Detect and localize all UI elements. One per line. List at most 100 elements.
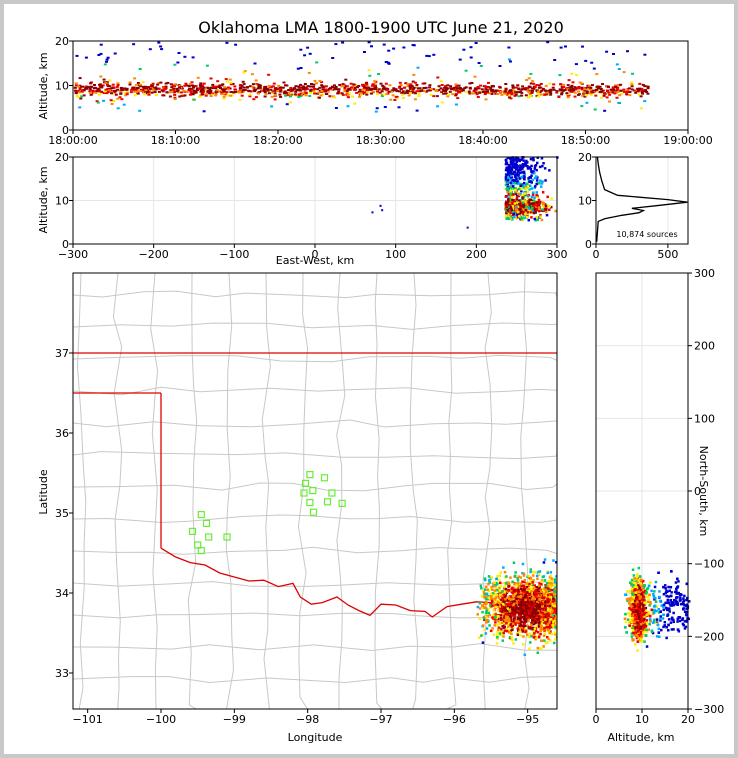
source-point [494,605,497,609]
source-point [284,91,288,94]
source-point [502,601,506,604]
source-point [552,583,556,586]
source-point [507,599,510,602]
source-point [496,603,500,606]
source-point [522,87,526,90]
source-point [337,88,341,91]
source-point [398,86,402,89]
source-point [432,95,436,98]
source-point [194,90,197,93]
source-point [541,616,545,619]
source-point [357,90,361,93]
source-point [320,90,324,92]
source-point [495,642,499,645]
source-point [511,620,514,624]
source-point [76,95,80,98]
time-height-ticks: 18:00:00 18:10:00 18:20:00 18:30:00 18:40:00… [48,35,712,147]
source-point [509,190,512,193]
source-point [521,171,524,174]
source-point [382,43,386,46]
source-point [509,198,513,202]
source-point [74,82,78,85]
source-point [515,177,518,181]
source-point [508,201,512,205]
source-point [106,56,110,59]
source-point [390,90,394,93]
source-point [484,606,488,610]
source-point [541,201,544,204]
source-point [509,605,512,609]
source-point [188,82,192,85]
source-point [504,162,508,166]
source-point [520,217,523,221]
source-point [225,80,229,83]
source-point [496,93,500,95]
source-point [512,186,516,190]
source-point [641,89,644,92]
source-point [214,91,218,94]
source-point [646,87,650,90]
source-point [506,185,509,188]
source-point [528,586,531,590]
source-point [639,583,642,586]
source-point [241,80,245,83]
source-point [603,109,607,112]
source-point [224,78,228,81]
county-line [187,273,198,709]
source-point [497,620,500,623]
source-point [527,186,530,189]
source-point [504,168,508,172]
source-point [264,85,268,88]
source-point [522,214,525,217]
source-point [547,92,551,95]
source-point [548,584,552,588]
source-point [529,176,532,179]
source-point [639,640,643,643]
source-point [297,96,301,98]
source-point [532,630,536,633]
source-point [507,581,510,584]
source-point [516,84,520,87]
source-point [529,577,533,580]
source-point [509,181,512,184]
source-point [517,158,520,161]
source-point [546,195,549,199]
source-point [375,93,379,96]
source-point [552,618,556,622]
source-point [524,190,528,194]
source-point [548,82,552,85]
source-point [531,618,535,622]
source-point [548,591,552,594]
source-point [156,83,160,86]
source-point [240,91,244,93]
time-axis-label: 19:00:00 [663,134,712,147]
source-point [526,609,530,612]
source-point [535,89,539,92]
source-point [523,191,526,194]
source-point [515,172,519,175]
source-point [517,192,520,196]
source-point [473,75,477,78]
source-point [202,82,206,85]
source-point [383,106,387,108]
source-point [435,88,439,91]
source-point [528,597,532,600]
source-point [641,92,645,95]
source-point [631,606,634,610]
source-point [160,48,164,51]
source-point [525,589,528,592]
source-point [480,88,484,91]
source-point [651,621,655,624]
source-point [546,641,549,644]
source-point [540,596,544,599]
source-point [490,85,494,88]
source-point [516,633,520,636]
source-point [526,194,530,198]
source-point [262,89,266,92]
source-point [585,101,589,104]
source-point [505,187,508,191]
source-point [274,89,278,92]
source-point [522,204,526,208]
source-point [543,93,547,96]
